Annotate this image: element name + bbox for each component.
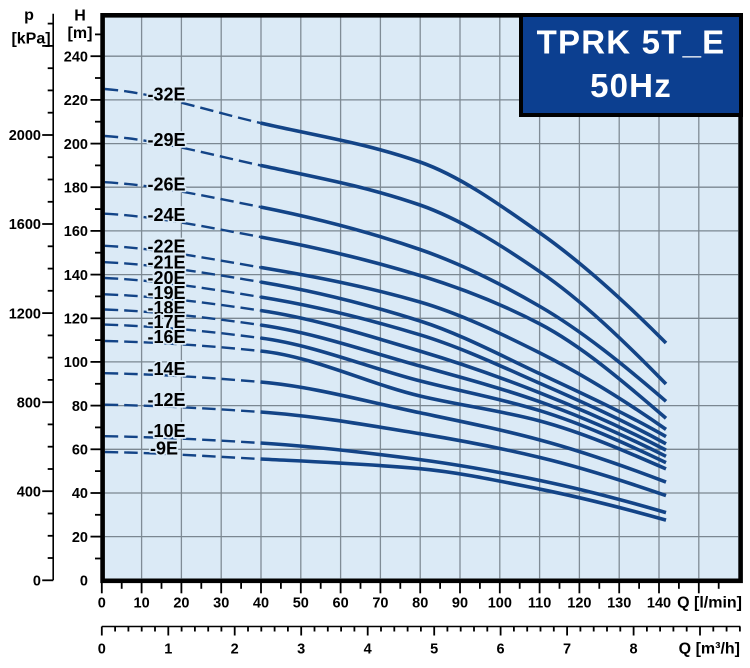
svg-text:110: 110 xyxy=(528,595,551,611)
svg-text:-9E: -9E xyxy=(150,439,178,459)
svg-text:[kPa]: [kPa] xyxy=(11,31,50,48)
svg-text:400: 400 xyxy=(17,484,41,500)
svg-text:90: 90 xyxy=(452,595,468,611)
svg-text:60: 60 xyxy=(72,443,88,459)
svg-text:20: 20 xyxy=(173,595,189,611)
svg-text:800: 800 xyxy=(17,395,41,411)
svg-text:0: 0 xyxy=(98,595,106,611)
svg-text:Q [m³/h]: Q [m³/h] xyxy=(679,641,740,658)
svg-text:-17E: -17E xyxy=(148,312,186,332)
svg-text:0: 0 xyxy=(80,574,88,590)
svg-text:1600: 1600 xyxy=(9,217,41,233)
svg-text:-26E: -26E xyxy=(148,174,186,194)
svg-text:50Hz: 50Hz xyxy=(590,67,672,104)
svg-text:0: 0 xyxy=(33,574,41,590)
svg-text:-22E: -22E xyxy=(148,237,186,257)
svg-text:1: 1 xyxy=(164,641,172,657)
svg-text:4: 4 xyxy=(364,641,372,657)
svg-text:80: 80 xyxy=(412,595,428,611)
svg-text:100: 100 xyxy=(64,355,88,371)
svg-text:140: 140 xyxy=(647,595,671,611)
svg-text:-18E: -18E xyxy=(148,298,186,318)
svg-text:-12E: -12E xyxy=(148,390,186,410)
svg-text:140: 140 xyxy=(64,268,88,284)
svg-text:120: 120 xyxy=(64,312,88,328)
svg-text:60: 60 xyxy=(333,595,349,611)
svg-text:-10E: -10E xyxy=(148,421,186,441)
svg-text:-20E: -20E xyxy=(148,268,186,288)
svg-text:6: 6 xyxy=(497,641,505,657)
svg-text:240: 240 xyxy=(64,49,88,65)
svg-text:40: 40 xyxy=(72,486,88,502)
svg-text:20: 20 xyxy=(72,530,88,546)
svg-text:-29E: -29E xyxy=(148,130,186,150)
svg-text:-14E: -14E xyxy=(148,359,186,379)
svg-text:7: 7 xyxy=(563,641,571,657)
svg-text:2: 2 xyxy=(231,641,239,657)
svg-text:-21E: -21E xyxy=(148,252,186,272)
svg-text:TPRK 5T_E: TPRK 5T_E xyxy=(537,24,726,61)
svg-text:5: 5 xyxy=(430,641,438,657)
svg-text:Q [l/min]: Q [l/min] xyxy=(677,595,742,612)
svg-text:160: 160 xyxy=(64,224,88,240)
svg-text:40: 40 xyxy=(253,595,269,611)
svg-text:1200: 1200 xyxy=(9,306,41,322)
svg-text:30: 30 xyxy=(213,595,229,611)
svg-text:80: 80 xyxy=(72,399,88,415)
svg-text:-19E: -19E xyxy=(148,283,186,303)
svg-text:0: 0 xyxy=(98,641,106,657)
svg-text:-32E: -32E xyxy=(148,85,186,105)
svg-text:220: 220 xyxy=(64,93,88,109)
svg-text:-16E: -16E xyxy=(148,327,186,347)
svg-text:2000: 2000 xyxy=(9,128,41,144)
svg-text:130: 130 xyxy=(607,595,631,611)
svg-text:70: 70 xyxy=(372,595,388,611)
svg-text:180: 180 xyxy=(64,180,88,196)
svg-text:3: 3 xyxy=(297,641,305,657)
svg-text:[m]: [m] xyxy=(68,25,93,42)
svg-text:120: 120 xyxy=(567,595,591,611)
svg-text:8: 8 xyxy=(630,641,638,657)
svg-text:H: H xyxy=(74,7,86,24)
svg-text:-24E: -24E xyxy=(148,205,186,225)
svg-text:100: 100 xyxy=(488,595,512,611)
svg-text:200: 200 xyxy=(64,137,88,153)
svg-text:p: p xyxy=(24,7,34,24)
svg-text:50: 50 xyxy=(293,595,309,611)
svg-text:10: 10 xyxy=(134,595,150,611)
